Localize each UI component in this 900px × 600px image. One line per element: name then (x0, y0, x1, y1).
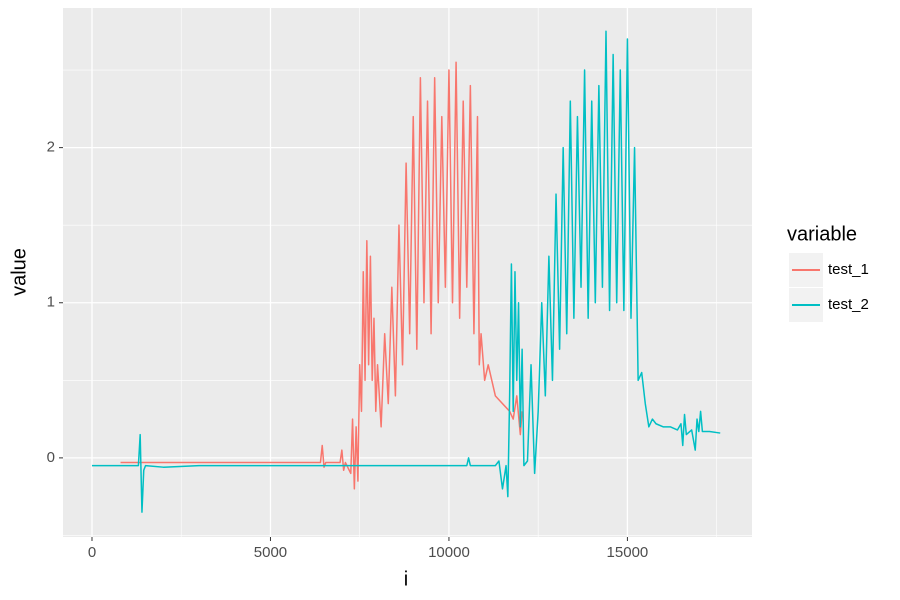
legend: variable test_1 test_2 (787, 223, 869, 322)
y-tick-label: 2 (47, 139, 55, 156)
axes: 0 5000 10000 15000 0 1 2 (47, 139, 649, 561)
x-tick-label: 5000 (254, 544, 287, 561)
x-tick-label: 0 (88, 544, 96, 561)
legend-label: test_1 (828, 261, 869, 278)
series-line (120, 61, 523, 490)
x-axis-title: i (404, 568, 408, 590)
grid (63, 8, 752, 537)
y-axis-title: value (8, 248, 30, 296)
legend-title: variable (787, 223, 857, 245)
legend-label: test_2 (828, 296, 869, 313)
x-tick-label: 10000 (428, 544, 470, 561)
y-tick-label: 1 (47, 294, 55, 311)
series-line (91, 30, 721, 513)
x-tick-label: 15000 (607, 544, 649, 561)
lines (91, 30, 721, 513)
y-tick-label: 0 (47, 449, 55, 466)
